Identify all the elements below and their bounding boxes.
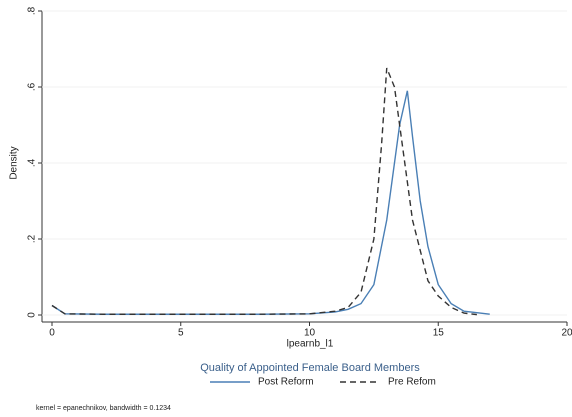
y-tick-label: .4 — [27, 158, 38, 167]
x-tick-label: 20 — [561, 328, 572, 339]
y-tick-label: .2 — [27, 234, 38, 243]
legend-title: Quality of Appointed Female Board Member… — [200, 362, 420, 374]
x-tick-label: 10 — [304, 328, 316, 339]
legend-label: Post Reform — [258, 377, 314, 388]
y-tick-label: .6 — [27, 82, 38, 91]
legend-label: Pre Refom — [388, 377, 436, 388]
x-tick-label: 15 — [433, 328, 445, 339]
density-line — [51, 67, 477, 316]
y-tick-label: 0 — [27, 312, 38, 318]
x-tick-label: 0 — [49, 328, 55, 339]
note: kernel = epanechnikov, bandwidth = 0.123… — [36, 405, 171, 412]
x-axis-label: lpearnb_l1 — [287, 339, 334, 350]
x-tick-label: 5 — [178, 328, 184, 339]
y-tick-label: .8 — [27, 6, 38, 15]
y-axis-label: Density — [9, 146, 20, 179]
